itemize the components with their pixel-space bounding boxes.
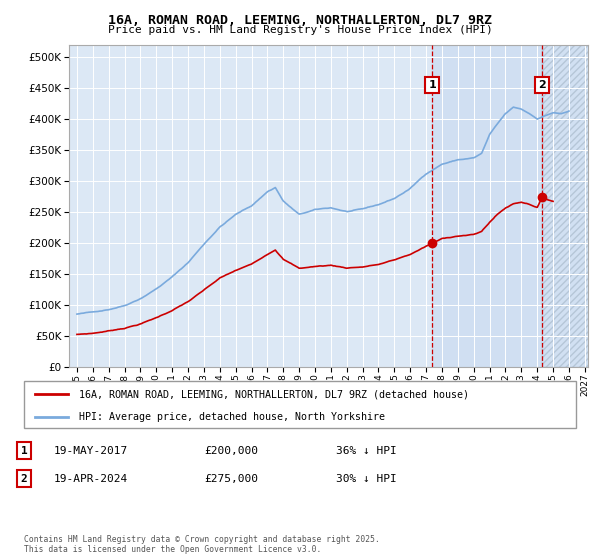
Text: £275,000: £275,000 — [204, 474, 258, 484]
Text: Contains HM Land Registry data © Crown copyright and database right 2025.
This d: Contains HM Land Registry data © Crown c… — [24, 535, 380, 554]
Bar — [542, 45, 600, 367]
Text: 36% ↓ HPI: 36% ↓ HPI — [336, 446, 397, 456]
Text: 19-APR-2024: 19-APR-2024 — [54, 474, 128, 484]
FancyBboxPatch shape — [24, 381, 576, 428]
Bar — [542, 45, 600, 367]
Text: 30% ↓ HPI: 30% ↓ HPI — [336, 474, 397, 484]
Text: HPI: Average price, detached house, North Yorkshire: HPI: Average price, detached house, Nort… — [79, 412, 385, 422]
Text: 2: 2 — [538, 80, 546, 90]
Text: 1: 1 — [20, 446, 28, 456]
Bar — [432, 45, 542, 367]
Text: 19-MAY-2017: 19-MAY-2017 — [54, 446, 128, 456]
Text: 16A, ROMAN ROAD, LEEMING, NORTHALLERTON, DL7 9RZ: 16A, ROMAN ROAD, LEEMING, NORTHALLERTON,… — [108, 14, 492, 27]
Text: 1: 1 — [428, 80, 436, 90]
Text: Price paid vs. HM Land Registry's House Price Index (HPI): Price paid vs. HM Land Registry's House … — [107, 25, 493, 35]
Text: £200,000: £200,000 — [204, 446, 258, 456]
Text: 16A, ROMAN ROAD, LEEMING, NORTHALLERTON, DL7 9RZ (detached house): 16A, ROMAN ROAD, LEEMING, NORTHALLERTON,… — [79, 389, 469, 399]
Text: 2: 2 — [20, 474, 28, 484]
